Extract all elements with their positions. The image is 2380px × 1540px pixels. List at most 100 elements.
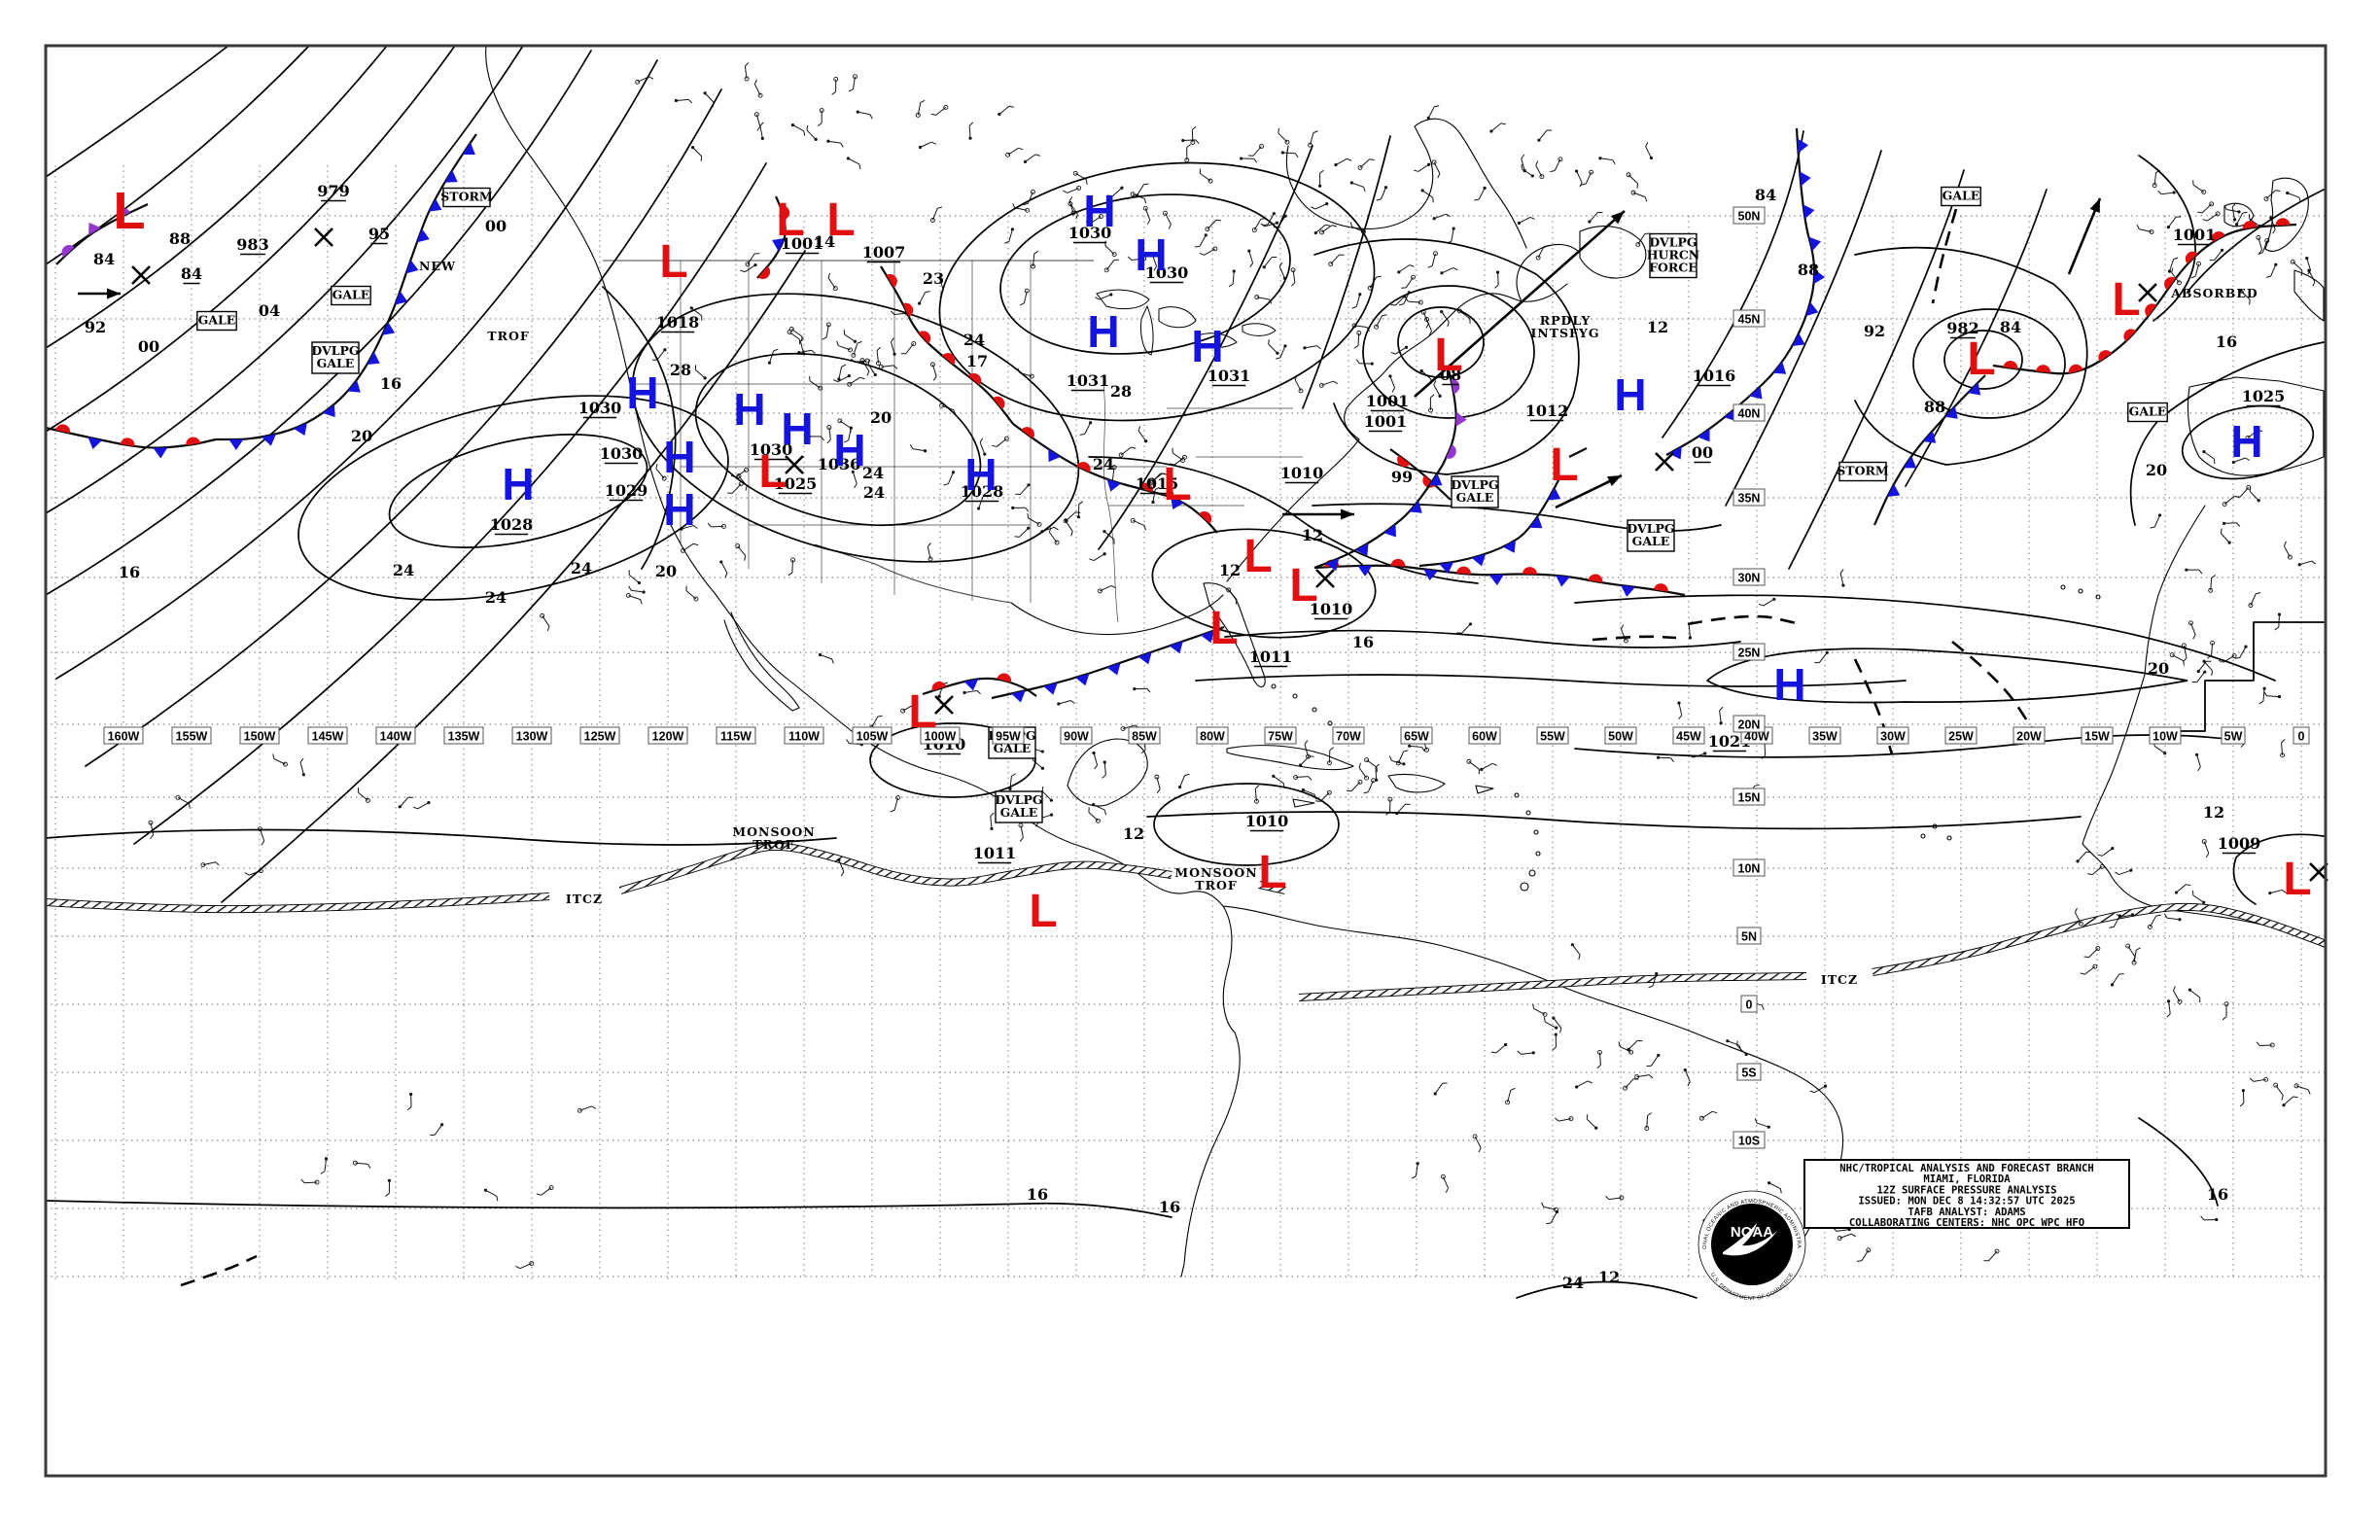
longitude-label: 20W (2016, 730, 2042, 744)
station-plot (1456, 622, 1473, 634)
station-plot (1605, 1195, 1625, 1201)
warm-front-pip (931, 681, 947, 691)
station-plot (1262, 256, 1278, 269)
cold-front-pip (1903, 455, 1917, 469)
longitude-label-box (1808, 726, 1841, 745)
station-plot (929, 206, 943, 223)
station-plot (1068, 196, 1076, 216)
longitude-label: 70W (1336, 730, 1361, 744)
station-plot (867, 359, 877, 377)
longitude-label-box (171, 726, 212, 745)
isobar-label: 1009 (2218, 834, 2261, 853)
warm-front-pip (2242, 221, 2258, 229)
station-plot (1623, 1078, 1639, 1091)
longitude-label-box (1128, 726, 1161, 745)
station-plot (2239, 289, 2251, 305)
cold-front-pip (294, 422, 307, 436)
station-plot (2190, 261, 2202, 279)
station-plot (1635, 232, 1650, 247)
station-plot (655, 464, 667, 481)
station-plot (962, 689, 981, 695)
station-plot (826, 425, 832, 444)
station-plot (2116, 913, 2135, 918)
longitude-label-box (1332, 726, 1365, 745)
station-plot (1480, 762, 1497, 772)
station-plot (730, 467, 749, 478)
isobar-label: 1025 (774, 474, 818, 493)
warm-front-pip (2164, 276, 2176, 291)
warm-front-pip (2145, 303, 2157, 317)
station-plot (1278, 127, 1290, 145)
cold-front-pip (1011, 690, 1026, 703)
station-plot (1019, 288, 1030, 306)
station-plot (1149, 252, 1158, 271)
isobar-label: 08 (1440, 366, 1461, 384)
warm-front-line (880, 265, 1014, 425)
motion-arrow-shaft (2067, 197, 2102, 275)
station-plot (1240, 157, 1258, 163)
warm-front-pip (1522, 567, 1537, 575)
warning-label-box (442, 187, 491, 208)
noaa-emblem: NATIONAL OCEANIC AND ATMOSPHERIC ADMINIS… (1698, 1190, 1806, 1302)
station-plot (1357, 158, 1375, 170)
station-plot (1395, 750, 1409, 766)
station-plot (1385, 796, 1393, 816)
station-plot (2167, 257, 2179, 273)
station-plot (1688, 752, 1707, 758)
station-plot (1280, 151, 1299, 158)
station-plot (1440, 1173, 1450, 1193)
station-plot (1260, 221, 1279, 228)
station-plot (1154, 774, 1161, 793)
station-plot (2076, 851, 2091, 863)
station-plot (1683, 1068, 1691, 1087)
station-plot (719, 560, 728, 578)
cold-front-pip (1792, 332, 1805, 346)
motion-arrow-head (107, 288, 121, 299)
warning-label-text: DVLPG (995, 792, 1042, 807)
station-plot (1398, 291, 1411, 306)
motion-arrow-head (2089, 198, 2100, 214)
isobar-label: 983 (236, 235, 268, 254)
cold-front-pip (1200, 630, 1215, 644)
cold-front-pip (1409, 500, 1422, 513)
station-plot (900, 704, 919, 714)
warning-label-text: GALE (1632, 534, 1670, 548)
station-plot (1351, 323, 1370, 332)
high-pressure-center: H (663, 484, 695, 535)
station-plot (1376, 186, 1388, 201)
station-plot (1014, 526, 1031, 538)
station-plot (1127, 256, 1147, 262)
station-plot (1290, 267, 1296, 287)
high-pressure-center: H (1135, 229, 1167, 280)
station-plot (2249, 486, 2260, 503)
station-plot (300, 1178, 320, 1185)
longitude-label-box (992, 726, 1025, 745)
station-plot (2280, 739, 2286, 758)
longitude-label-box (579, 726, 620, 745)
itcz-band-outline (618, 842, 1172, 894)
longitude-label-box (852, 726, 892, 745)
info-box-line: MIAMI, FLORIDA (1923, 1173, 2011, 1185)
cold-front-pip (367, 351, 380, 365)
station-plot (2202, 659, 2214, 677)
longitude-label: 40W (1744, 730, 1769, 744)
longitude-label: 155W (176, 730, 208, 744)
station-plot (2234, 645, 2248, 659)
station-plot (694, 365, 707, 380)
station-plot (2181, 643, 2188, 662)
station-plot (1428, 394, 1435, 413)
isobar-label: 88 (1798, 261, 1819, 279)
station-plot (890, 795, 900, 813)
cold-front-pip (1325, 558, 1340, 572)
cold-front-pip (1698, 429, 1710, 442)
longitude-label: 115W (720, 730, 752, 744)
station-plot (943, 471, 956, 486)
station-plot (2274, 612, 2282, 631)
station-plot (1537, 129, 1553, 142)
station-plot (1347, 779, 1363, 792)
latitude-label-box (1732, 488, 1766, 507)
station-plot (2136, 225, 2154, 234)
station-plot (2297, 560, 2317, 567)
station-plot (2110, 973, 2124, 987)
station-plot (635, 76, 654, 85)
